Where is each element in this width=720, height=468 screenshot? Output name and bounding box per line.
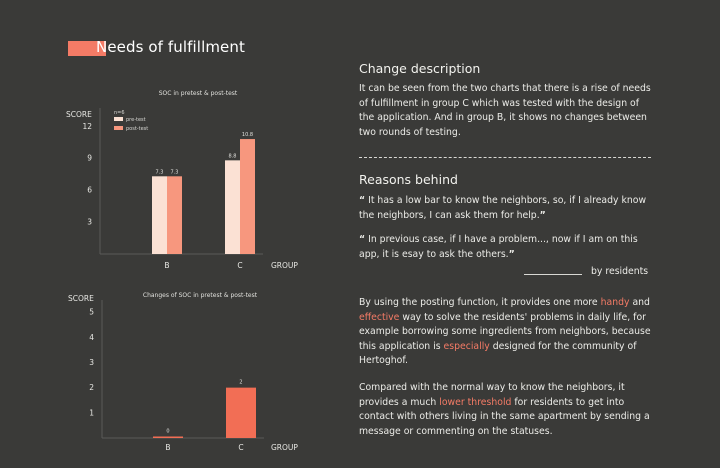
y-tick-label: 6: [87, 186, 92, 195]
y-tick-label: 2: [89, 383, 94, 392]
text-run: and: [629, 297, 650, 308]
x-tick-label: B: [164, 261, 169, 270]
highlight-handy: handy: [600, 297, 630, 308]
chart-note: n=6: [114, 110, 125, 116]
y-tick-label: 4: [89, 333, 94, 342]
legend-pre-test: pre-test: [126, 117, 146, 123]
text-run: By using the posting function, it provid…: [359, 297, 601, 308]
chart-title: Changes of SOC in pretest & post-test: [143, 292, 258, 299]
reasons-heading: Reasons behind: [359, 172, 458, 187]
data-label: 2: [239, 380, 242, 386]
text-run: for residents to get into contact with o…: [359, 396, 650, 437]
bar-C-pre-test: [225, 160, 240, 254]
y-tick-label: 3: [89, 358, 94, 367]
open-quote: “: [359, 234, 366, 245]
resident-quote-2: “ In previous case, if I have a problem.…: [359, 233, 655, 262]
x-axis-label: GROUP: [271, 443, 298, 452]
legend-post-test: post-test: [126, 126, 148, 132]
resident-quote-1: “ It has a low bar to know the neighbors…: [359, 194, 655, 223]
y-tick-label: 9: [87, 154, 92, 163]
title-accent-bar: [68, 41, 106, 56]
posting-paragraph-1: By using the posting function, it provid…: [359, 296, 651, 369]
x-tick-label: B: [165, 443, 170, 452]
data-label: 8.8: [229, 153, 237, 159]
legend-swatch-pre-test: [114, 117, 123, 121]
x-tick-label: C: [237, 261, 242, 270]
soc-chart: SOC in pretest & post-test SCORE n=6 pre…: [66, 90, 298, 270]
x-tick-label: C: [238, 443, 243, 452]
page-title: Needs of fulfillment: [96, 38, 245, 56]
y-axis-label: SCORE: [66, 110, 92, 119]
posting-paragraph-2: Compared with the normal way to know the…: [359, 381, 653, 439]
text-run: way to solve the residents' problems in …: [359, 311, 651, 352]
bar-B-post-test: [167, 176, 182, 254]
bar-C: [226, 387, 256, 438]
close-quote: ”: [539, 209, 546, 221]
highlight-effective: effective: [359, 311, 400, 323]
soc-change-chart: Changes of SOC in pretest & post-test SC…: [68, 292, 298, 452]
data-label: 7.3: [171, 169, 179, 175]
quote-1-text: It has a low bar to know the neighbors, …: [359, 195, 647, 221]
chart-title: SOC in pretest & post-test: [159, 90, 238, 97]
y-tick-label: 3: [87, 218, 92, 227]
bar-B-pre-test: [152, 176, 167, 254]
y-tick-label: 5: [89, 308, 94, 317]
change-heading: Change description: [359, 61, 481, 76]
text-run: designed for the community of Hertoghof.: [359, 340, 637, 367]
highlight-especially: especially: [443, 340, 490, 352]
x-axis-label: GROUP: [271, 261, 298, 270]
change-description: It can be seen from the two charts that …: [359, 83, 651, 138]
signature-line: [524, 274, 582, 275]
y-tick-label: 1: [89, 408, 94, 417]
bar-C-post-test: [240, 139, 255, 254]
quote-2-text: In previous case, if I have a problem...…: [359, 234, 638, 260]
y-axis-label: SCORE: [68, 294, 94, 303]
close-quote: ”: [508, 248, 515, 260]
quote-signature: by residents: [591, 266, 649, 277]
y-tick-label: 12: [82, 122, 92, 131]
highlight-lower-threshold: lower threshold: [439, 396, 512, 408]
data-label: 0: [166, 429, 169, 435]
open-quote: “: [359, 195, 366, 206]
section-divider: [359, 157, 651, 158]
bar-B: [153, 436, 183, 438]
legend-swatch-post-test: [114, 126, 123, 130]
data-label: 10.8: [242, 132, 253, 138]
data-label: 7.3: [156, 169, 164, 175]
text-run: Compared with the normal way to know the…: [359, 382, 625, 408]
